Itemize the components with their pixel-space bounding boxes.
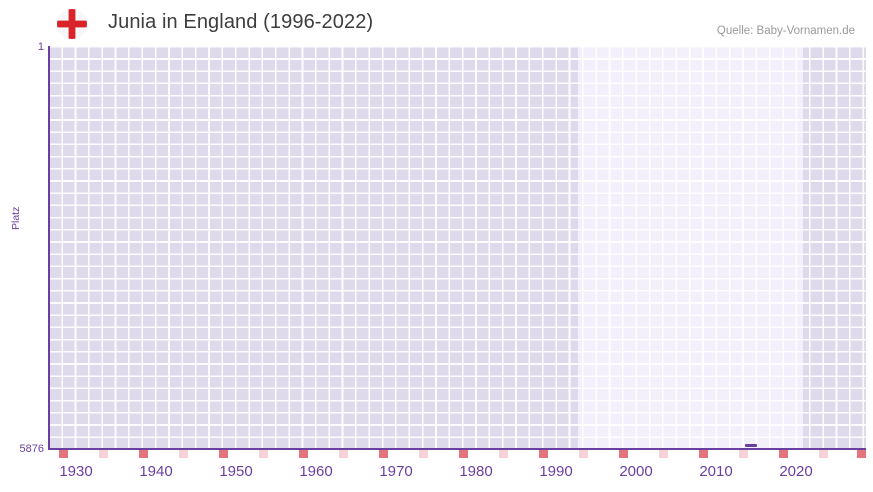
x-tick-marker-1945 xyxy=(179,450,188,458)
x-tick-label-1980: 1980 xyxy=(459,463,493,480)
x-tick-label-1930: 1930 xyxy=(59,463,93,480)
x-tick-marker-1975 xyxy=(419,450,428,458)
plot-area xyxy=(48,46,866,449)
plot-band-data-range xyxy=(578,46,803,449)
x-tick-marker-1970 xyxy=(379,450,388,458)
x-tick-label-1950: 1950 xyxy=(219,463,253,480)
x-tick-marker-2025 xyxy=(819,450,828,458)
plot-band-before-data xyxy=(48,46,578,449)
source-credit: Quelle: Baby-Vornamen.de xyxy=(716,25,855,37)
x-tick-marker-end xyxy=(857,450,866,458)
x-tick-marker-1990 xyxy=(539,450,548,458)
x-tick-marker-1965 xyxy=(339,450,348,458)
y-axis-title: Platz xyxy=(10,206,22,230)
england-flag-icon xyxy=(57,9,87,39)
x-tick-marker-1985 xyxy=(499,450,508,458)
x-tick-marker-1950 xyxy=(219,450,228,458)
plot-band-after-data xyxy=(803,46,866,449)
x-tick-marker-1955 xyxy=(259,450,268,458)
x-tick-marker-2010 xyxy=(699,450,708,458)
x-tick-marker-1940 xyxy=(139,450,148,458)
x-tick-marker-2000 xyxy=(619,450,628,458)
x-tick-marker-2015 xyxy=(739,450,748,458)
x-tick-marker-1935 xyxy=(99,450,108,458)
y-axis-line xyxy=(48,46,50,450)
x-axis-line xyxy=(48,448,866,450)
page-title: Junia in England (1996-2022) xyxy=(108,11,374,33)
x-tick-marker-1980 xyxy=(459,450,468,458)
x-tick-label-2010: 2010 xyxy=(699,463,733,480)
x-tick-label-1940: 1940 xyxy=(139,463,173,480)
x-tick-label-2000: 2000 xyxy=(619,463,653,480)
x-tick-label-1990: 1990 xyxy=(539,463,573,480)
x-tick-marker-1995 xyxy=(579,450,588,458)
x-tick-label-1970: 1970 xyxy=(379,463,413,480)
x-tick-marker-1930 xyxy=(59,450,68,458)
x-tick-marker-1960 xyxy=(299,450,308,458)
x-axis-tick-markers xyxy=(48,450,866,458)
x-tick-label-1960: 1960 xyxy=(299,463,333,480)
x-tick-label-2020: 2020 xyxy=(779,463,813,480)
y-tick-label-top: 1 xyxy=(37,41,44,53)
x-tick-marker-2005 xyxy=(659,450,668,458)
x-tick-marker-2020 xyxy=(779,450,788,458)
y-tick-label-bottom: 5876 xyxy=(19,443,44,455)
chart-header: Junia in England (1996-2022) Quelle: Bab… xyxy=(0,0,873,45)
